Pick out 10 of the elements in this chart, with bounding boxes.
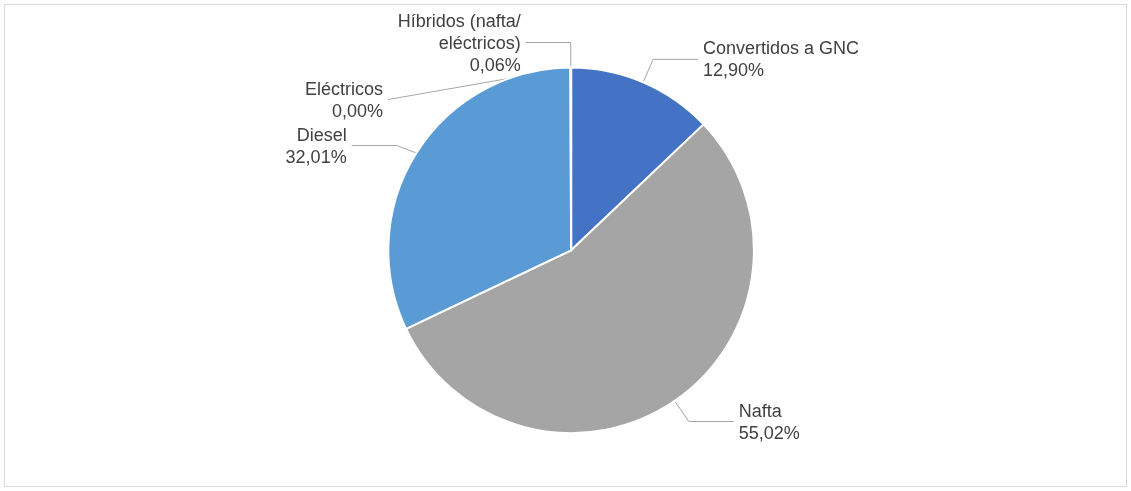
data-label: 0,06% [469, 54, 521, 75]
text: 0,00% [332, 100, 384, 121]
data-label: 55,02% [738, 422, 800, 443]
slice-label: Híbridos (nafta/eléctricos) [397, 10, 521, 53]
slice-label: Nafta [738, 400, 783, 421]
data-label: 32,01% [285, 146, 347, 167]
slice-label: Convertidos a GNC [703, 38, 860, 59]
slice-label: Diesel [296, 124, 347, 145]
category-label: Eléctricos [305, 78, 384, 99]
data-label: 12,90% [703, 60, 765, 81]
